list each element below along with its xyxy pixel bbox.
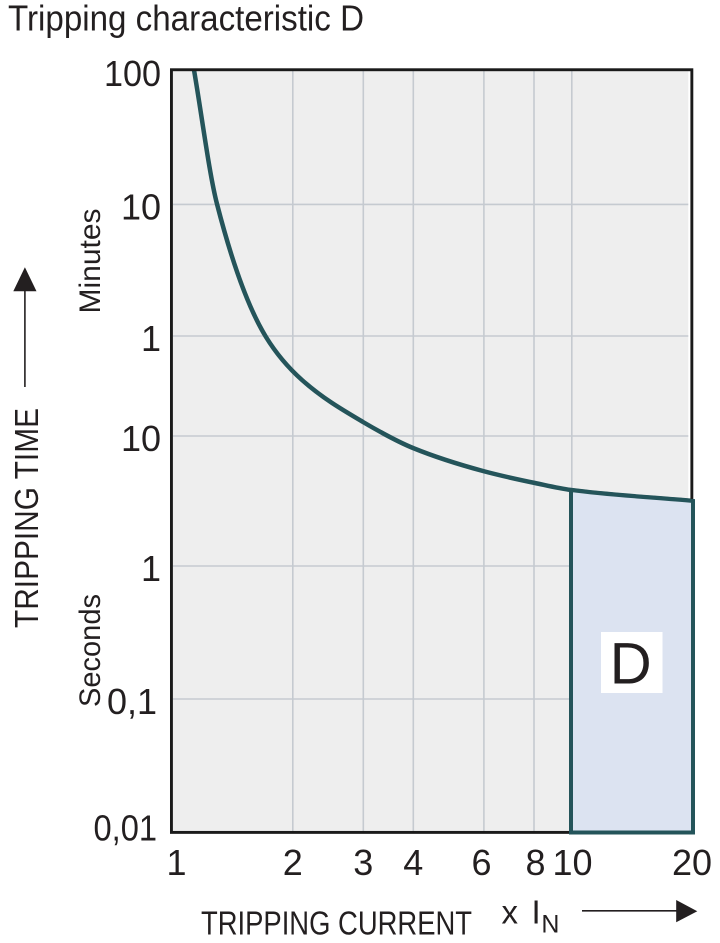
svg-text:N: N	[541, 911, 559, 939]
svg-text:3: 3	[353, 842, 373, 883]
svg-text:D: D	[610, 632, 652, 697]
svg-text:10: 10	[552, 842, 592, 883]
svg-text:2: 2	[283, 842, 303, 883]
svg-text:TRIPPING TIME: TRIPPING TIME	[8, 408, 45, 628]
svg-text:100: 100	[104, 53, 161, 94]
svg-text:I: I	[532, 894, 541, 931]
svg-text:6: 6	[471, 842, 491, 883]
svg-text:0,1: 0,1	[107, 681, 157, 722]
svg-text:0,01: 0,01	[94, 808, 158, 849]
svg-text:10: 10	[121, 418, 161, 459]
svg-text:x: x	[502, 894, 519, 931]
svg-text:8: 8	[525, 842, 545, 883]
svg-text:Tripping characteristic D: Tripping characteristic D	[8, 0, 364, 39]
svg-text:4: 4	[403, 842, 423, 883]
svg-text:20: 20	[672, 842, 712, 883]
svg-text:1: 1	[166, 842, 186, 883]
svg-text:Seconds: Seconds	[74, 594, 107, 707]
svg-text:1: 1	[141, 318, 161, 359]
svg-text:Minutes: Minutes	[74, 209, 107, 314]
svg-text:1: 1	[141, 548, 161, 589]
svg-text:10: 10	[121, 187, 161, 228]
svg-text:TRIPPING CURRENT: TRIPPING CURRENT	[201, 905, 472, 942]
